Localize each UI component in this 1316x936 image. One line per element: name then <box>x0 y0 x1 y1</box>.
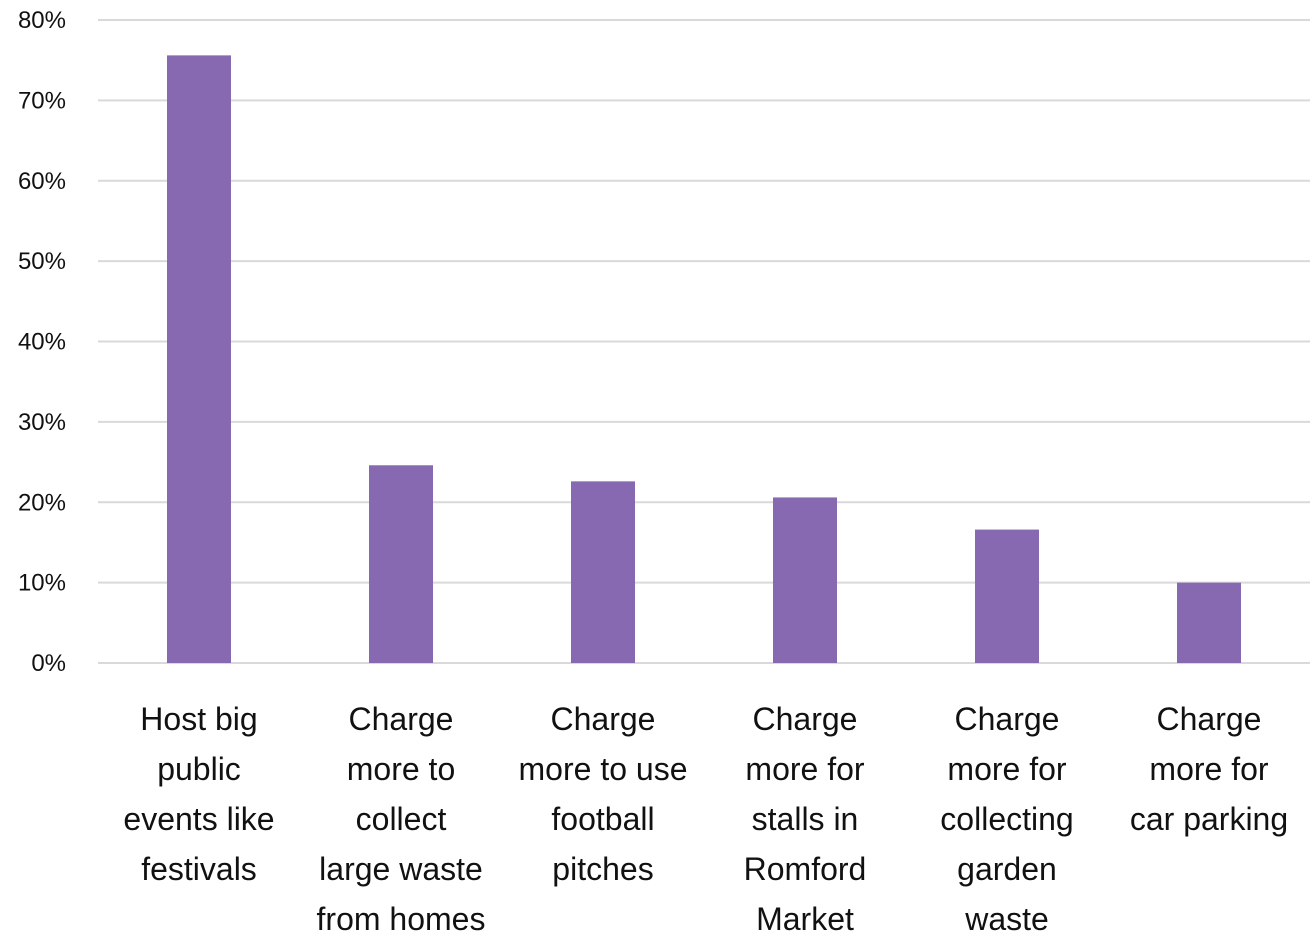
x-category-label-line: collecting <box>940 801 1073 837</box>
bar-2 <box>571 481 635 663</box>
x-category-label-line: more to use <box>519 751 688 787</box>
x-category-label-line: Market <box>756 901 854 936</box>
bars <box>167 55 1241 664</box>
x-category-label-line: car parking <box>1130 801 1288 837</box>
x-category-label-line: collect <box>356 801 447 837</box>
x-category-label-line: Charge <box>551 701 656 737</box>
x-category-label-line: more for <box>1149 751 1268 787</box>
y-tick-label: 80% <box>18 7 66 34</box>
x-category-label-line: public <box>157 751 241 787</box>
y-tick-label: 30% <box>18 409 66 436</box>
y-tick-label: 20% <box>18 489 66 516</box>
x-category-label-line: football <box>551 801 654 837</box>
y-tick-label: 60% <box>18 168 66 195</box>
gridlines <box>98 19 1310 664</box>
x-category-label: Charge more to collect large waste from home… <box>317 701 486 936</box>
bar-3 <box>773 497 837 663</box>
x-category-label-line: pitches <box>552 851 653 887</box>
bar-4 <box>975 529 1039 663</box>
x-category-label-line: Charge <box>955 701 1060 737</box>
x-category-label-line: Charge <box>349 701 454 737</box>
x-category-label-line: more for <box>947 751 1066 787</box>
x-category-label-line: garden <box>957 851 1057 887</box>
y-tick-label: 50% <box>18 248 66 275</box>
y-tick-label: 10% <box>18 570 66 597</box>
x-category-label-line: Charge <box>1157 701 1262 737</box>
x-category-label-line: Romford <box>744 851 867 887</box>
bar-0 <box>167 55 231 664</box>
x-category-label-line: events like <box>123 801 274 837</box>
bar-5 <box>1177 582 1241 663</box>
y-axis-tick-labels: 0% 10% 20% 30% 40% 50% 60% 70% 80% <box>18 7 66 677</box>
x-category-label-line: stalls in <box>752 801 859 837</box>
x-category-label-line: festivals <box>141 851 257 887</box>
x-category-label-line: more to <box>347 751 455 787</box>
y-tick-label: 0% <box>31 650 66 677</box>
y-tick-label: 40% <box>18 329 66 356</box>
x-category-label-line: Charge <box>753 701 858 737</box>
x-category-label: Charge more for collecting garden waste <box>940 701 1073 936</box>
x-category-label: Charge more to use football pitches <box>519 701 688 887</box>
x-category-label-line: Host big <box>140 701 257 737</box>
bar-1 <box>369 465 433 663</box>
x-category-label-line: from homes <box>317 901 486 936</box>
x-category-label-line: large waste <box>319 851 483 887</box>
x-category-label-line: waste <box>964 901 1049 936</box>
x-category-label: Host big public events like festivals <box>123 701 274 887</box>
x-category-label-line: more for <box>745 751 864 787</box>
x-category-label: Charge more for stalls in Romford Market <box>744 701 867 936</box>
x-category-label: Charge more for car parking <box>1130 701 1288 837</box>
y-tick-label: 70% <box>18 87 66 114</box>
x-axis-category-labels: Host big public events like festivals Charge… <box>123 701 1288 936</box>
